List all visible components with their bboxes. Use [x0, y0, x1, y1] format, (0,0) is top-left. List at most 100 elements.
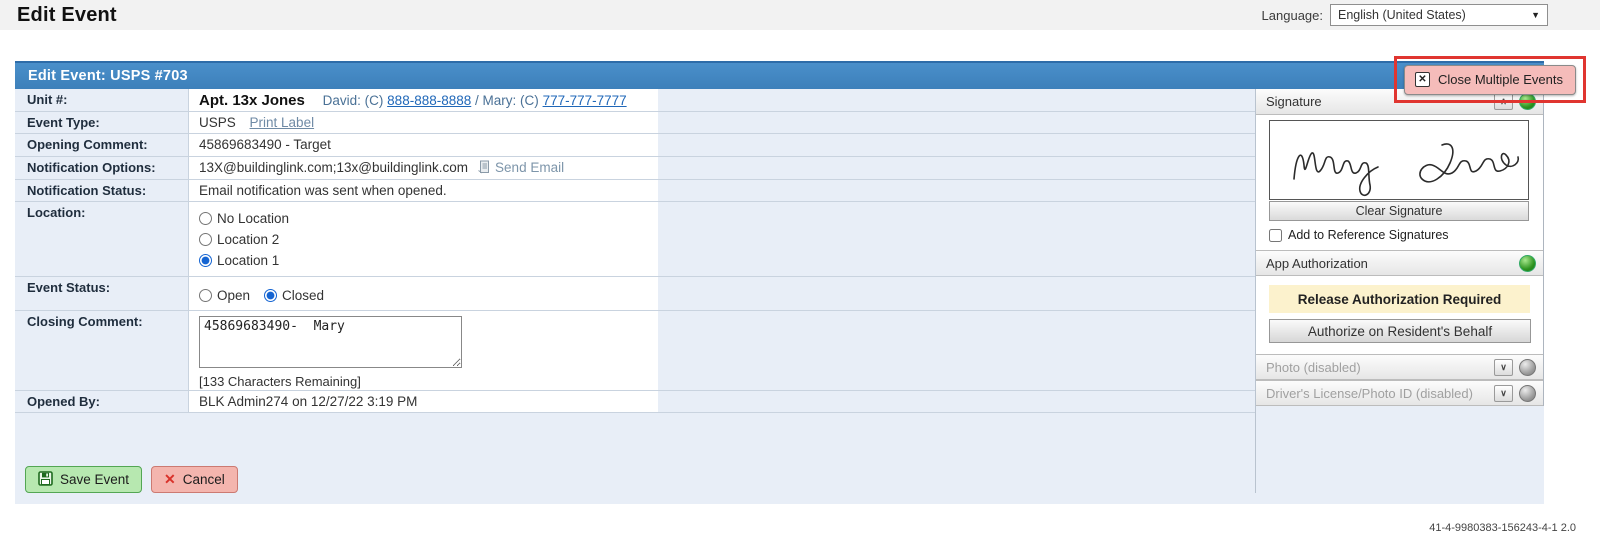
location-label: Location: — [15, 202, 188, 276]
version-text: 41-4-9980383-156243-4-1 2.0 — [1429, 522, 1576, 534]
signature-drawing — [1293, 143, 1520, 197]
cancel-x-icon: ✕ — [164, 471, 176, 487]
expand-license-button[interactable]: ∨ — [1494, 384, 1513, 402]
save-event-label: Save Event — [60, 472, 130, 487]
opened-by-label: Opened By: — [15, 391, 188, 412]
radio-closed-input[interactable] — [264, 289, 278, 302]
license-section-header: Driver's License/Photo ID (disabled) ∨ — [1256, 380, 1543, 406]
row-filler — [658, 157, 1255, 179]
row-filler — [658, 202, 1255, 276]
license-title: Driver's License/Photo ID (disabled) — [1266, 385, 1473, 401]
cancel-label: Cancel — [182, 472, 225, 487]
location-value: No Location Location 2 Location 1 — [188, 202, 658, 276]
unit-label: Unit #: — [15, 89, 188, 111]
notification-emails: 13X@buildinglink.com;13x@buildinglink.co… — [199, 160, 469, 175]
contact-separator: / — [475, 93, 479, 108]
photo-section-header: Photo (disabled) ∨ — [1256, 354, 1543, 380]
side-panel: Signature ∧ Clear Signature Add to Re — [1256, 89, 1544, 406]
photo-status-indicator — [1519, 358, 1536, 376]
edit-event-panel: Edit Event: USPS #703 ✕ Close Multiple E… — [15, 56, 1586, 504]
expand-photo-button[interactable]: ∨ — [1494, 358, 1513, 376]
radio-location-1-label: Location 1 — [217, 253, 280, 268]
signature-body: Clear Signature Add to Reference Signatu… — [1256, 115, 1543, 250]
save-floppy-icon — [38, 470, 53, 489]
event-form: Unit #: Apt. 13x Jones David: (C) 888-88… — [15, 89, 1256, 493]
authorize-on-behalf-button[interactable]: Authorize on Resident's Behalf — [1269, 319, 1531, 343]
notification-status-value: Email notification was sent when opened. — [188, 180, 658, 201]
row-location: Location: No Location Location 2 — [15, 202, 1255, 277]
row-filler — [658, 277, 1255, 310]
radio-open[interactable]: Open — [199, 288, 250, 303]
radio-location-1-input[interactable] — [199, 254, 212, 267]
reference-signature-row: Add to Reference Signatures — [1269, 228, 1530, 242]
language-control: Language: English (United States) ▼ — [1262, 4, 1548, 26]
form-actions: Save Event ✕ Cancel — [15, 413, 1255, 493]
license-status-indicator — [1519, 384, 1536, 402]
row-filler — [658, 180, 1255, 201]
radio-open-label: Open — [217, 288, 251, 303]
cancel-button[interactable]: ✕ Cancel — [151, 466, 238, 493]
save-event-button[interactable]: Save Event — [25, 466, 143, 493]
radio-location-2-label: Location 2 — [217, 232, 280, 247]
send-email-link[interactable]: Send Email — [495, 160, 565, 175]
unit-value: Apt. 13x Jones David: (C) 888-888-8888 /… — [188, 89, 658, 111]
row-filler — [658, 112, 1255, 133]
closing-comment-textarea[interactable]: 45869683490- Mary — [199, 316, 462, 368]
notification-options-value: 13X@buildinglink.com;13x@buildinglink.co… — [188, 157, 658, 179]
email-document-icon — [478, 160, 491, 177]
chevron-down-icon: ∨ — [1500, 387, 1507, 398]
event-status-value: Open Closed — [188, 277, 658, 310]
row-notification-options: Notification Options: 13X@buildinglink.c… — [15, 157, 1255, 180]
app-authorization-section-header: App Authorization — [1256, 250, 1543, 276]
signature-title: Signature — [1266, 94, 1322, 109]
characters-remaining: [133 Characters Remaining] — [199, 374, 361, 389]
language-label: Language: — [1261, 7, 1323, 23]
radio-location-1[interactable]: Location 1 — [199, 253, 650, 268]
row-filler — [658, 89, 1255, 111]
app-authorization-body: Release Authorization Required Authorize… — [1256, 276, 1543, 354]
radio-location-2-input[interactable] — [199, 233, 212, 246]
closing-comment-cell: 45869683490- Mary [133 Characters Remain… — [188, 311, 658, 390]
print-label-link[interactable]: Print Label — [249, 115, 315, 130]
row-unit: Unit #: Apt. 13x Jones David: (C) 888-88… — [15, 89, 1255, 112]
event-type-value: USPS Print Label — [188, 112, 658, 133]
top-title-bar: Edit Event Language: English (United Sta… — [0, 0, 1600, 30]
radio-no-location-input[interactable] — [199, 212, 212, 225]
row-filler — [658, 134, 1255, 156]
close-multiple-events-button[interactable]: ✕ Close Multiple Events — [1404, 64, 1576, 95]
clear-signature-button[interactable]: Clear Signature — [1269, 201, 1529, 221]
radio-no-location-label: No Location — [217, 211, 290, 226]
radio-closed[interactable]: Closed — [264, 288, 324, 303]
opening-comment-value: 45869683490 - Target — [188, 134, 658, 156]
chevron-down-icon: ▼ — [1531, 10, 1540, 20]
language-select[interactable]: English (United States) ▼ — [1330, 4, 1548, 26]
notification-options-label: Notification Options: — [15, 157, 188, 179]
event-type-label: Event Type: — [15, 112, 188, 133]
phone2-link[interactable]: 777-777-7777 — [542, 93, 627, 108]
panel-title: Edit Event: USPS #703 — [28, 68, 188, 84]
photo-title: Photo (disabled) — [1266, 359, 1361, 375]
page-title: Edit Event — [17, 3, 117, 26]
contact1-label: David: (C) — [322, 93, 384, 108]
add-reference-signature-checkbox[interactable] — [1269, 228, 1282, 242]
chevron-down-icon: ∨ — [1500, 361, 1507, 372]
app-authorization-title: App Authorization — [1266, 255, 1368, 271]
signature-canvas[interactable] — [1269, 120, 1529, 200]
row-closing-comment: Closing Comment: 45869683490- Mary [133 … — [15, 311, 1255, 391]
language-selected-value: English (United States) — [1338, 8, 1466, 22]
radio-no-location[interactable]: No Location — [199, 211, 650, 226]
close-x-icon: ✕ — [1415, 72, 1430, 87]
radio-location-2[interactable]: Location 2 — [199, 232, 650, 247]
row-filler — [658, 391, 1255, 412]
row-opening-comment: Opening Comment: 45869683490 - Target — [15, 134, 1255, 157]
panel-body: Unit #: Apt. 13x Jones David: (C) 888-88… — [15, 89, 1544, 493]
event-type-text: USPS — [199, 115, 236, 130]
phone1-link[interactable]: 888-888-8888 — [387, 93, 472, 108]
release-authorization-banner: Release Authorization Required — [1269, 285, 1530, 313]
closing-comment-label: Closing Comment: — [15, 311, 188, 390]
row-opened-by: Opened By: BLK Admin274 on 12/27/22 3:19… — [15, 391, 1255, 413]
radio-open-input[interactable] — [199, 289, 212, 302]
opening-comment-label: Opening Comment: — [15, 134, 188, 156]
contact2-label: Mary: (C) — [482, 93, 539, 108]
